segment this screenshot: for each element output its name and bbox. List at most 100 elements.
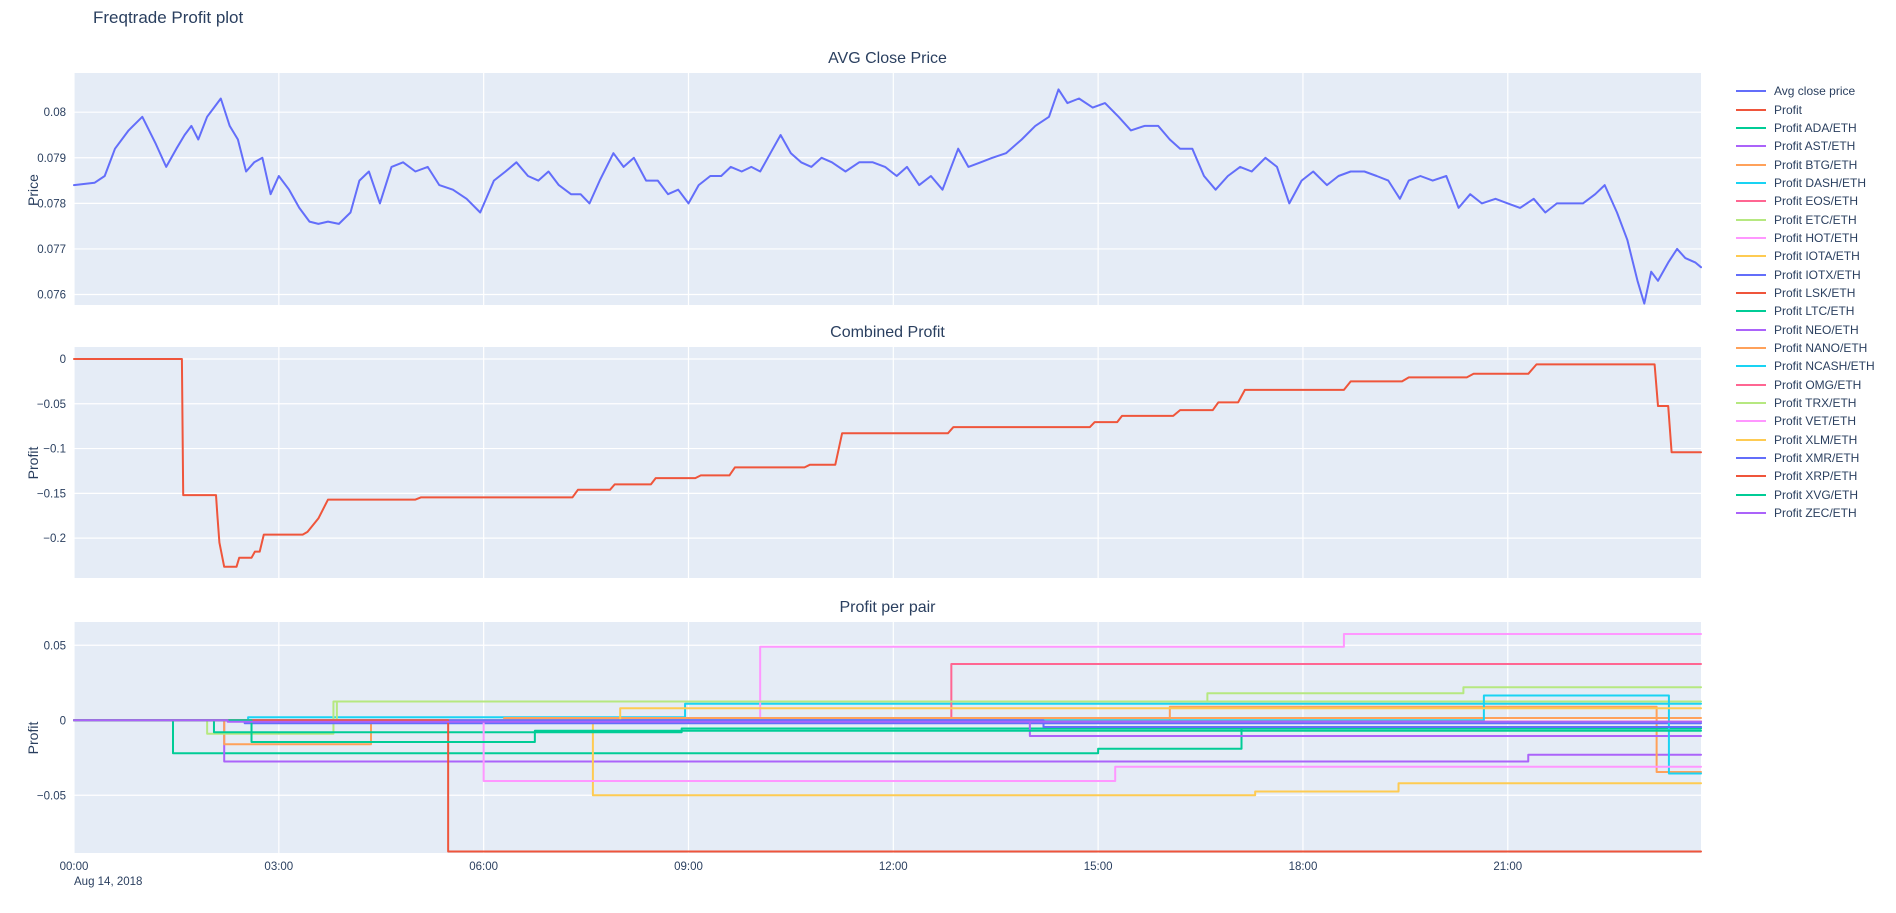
legend-line-swatch [1736,365,1766,368]
plot-background [74,622,1701,853]
legend-line-swatch [1736,493,1766,496]
x-tick-label: 06:00 [469,861,498,873]
legend-item-label: Profit XMR/ETH [1774,451,1860,466]
legend-line-swatch [1736,255,1766,258]
series-profit-xrp-eth[interactable] [73,719,1702,853]
legend-item-profit-etc-eth[interactable]: Profit ETC/ETH [1736,210,1875,228]
legend-item-label: Profit IOTX/ETH [1774,267,1861,282]
legend-item-profit-vet-eth[interactable]: Profit VET/ETH [1736,412,1875,430]
y-tick-label: 0.077 [37,244,66,256]
legend-item-label: Profit ADA/ETH [1774,120,1857,135]
y-tick-label: 0.08 [44,107,66,119]
legend-line-swatch [1736,291,1766,294]
y-tick-label: −0.05 [37,790,66,802]
y-tick-label: −0.1 [43,444,66,456]
legend-item-profit-trx-eth[interactable]: Profit TRX/ETH [1736,394,1875,412]
legend-item-label: Profit NANO/ETH [1774,340,1868,355]
legend-item-label: Profit HOT/ETH [1774,230,1859,245]
y-tick-label: −0.05 [37,399,66,411]
legend-item-profit-omg-eth[interactable]: Profit OMG/ETH [1736,376,1875,394]
legend-item-label: Profit BTG/ETH [1774,157,1858,172]
x-tick-label: 15:00 [1084,861,1113,873]
legend-item-label: Avg close price [1774,84,1856,99]
legend-line-swatch [1736,181,1766,184]
legend-item-profit-neo-eth[interactable]: Profit NEO/ETH [1736,320,1875,338]
series-profit-ncash-eth[interactable] [73,694,1702,775]
legend-item-label: Profit NEO/ETH [1774,322,1859,337]
x-tick-label: 18:00 [1289,861,1318,873]
legend-line-swatch [1736,310,1766,313]
legend-item-profit-ncash-eth[interactable]: Profit NCASH/ETH [1736,357,1875,375]
legend-item-profit-iota-eth[interactable]: Profit IOTA/ETH [1736,247,1875,265]
legend-item-profit-xlm-eth[interactable]: Profit XLM/ETH [1736,431,1875,449]
series-profit-trx-eth[interactable] [73,686,1702,722]
legend-item-profit-dash-eth[interactable]: Profit DASH/ETH [1736,174,1875,192]
x-tick-label: 12:00 [879,861,908,873]
legend-line-swatch [1736,475,1766,478]
legend-item-profit-lsk-eth[interactable]: Profit LSK/ETH [1736,284,1875,302]
legend-item-profit-ada-eth[interactable]: Profit ADA/ETH [1736,119,1875,137]
legend-item-avg-close-price[interactable]: Avg close price [1736,82,1875,100]
legend-item-profit-btg-eth[interactable]: Profit BTG/ETH [1736,155,1875,173]
legend-item-profit-eos-eth[interactable]: Profit EOS/ETH [1736,192,1875,210]
series-profit-xmr-eth[interactable] [73,719,1702,728]
series-profit-zec-eth[interactable] [73,719,1702,723]
legend-line-swatch [1736,200,1766,203]
subplot-avg-close-price: 0.08 0.079 0.078 0.077 0.076 [37,73,1702,305]
y-tick-label: 0 [60,354,66,366]
legend-line-swatch [1736,383,1766,386]
legend-line-swatch [1736,438,1766,441]
y-tick-label: 0.076 [37,290,66,302]
y-tick-label: −0.2 [43,533,66,545]
legend-line-swatch [1736,108,1766,111]
plot-background [74,347,1701,578]
legend-item-profit-hot-eth[interactable]: Profit HOT/ETH [1736,229,1875,247]
x-axis-date-label: Aug 14, 2018 [74,876,143,888]
subplot-combined-profit: 0 −0.05 −0.1 −0.15 −0.2 [37,347,1702,578]
y-tick-label: 0.05 [44,640,66,652]
legend-item-profit-iotx-eth[interactable]: Profit IOTX/ETH [1736,265,1875,283]
legend-line-swatch [1736,512,1766,515]
legend-line-swatch [1736,420,1766,423]
legend-item-profit-xvg-eth[interactable]: Profit XVG/ETH [1736,486,1875,504]
series-profit[interactable] [73,358,1702,568]
legend-item-label: Profit IOTA/ETH [1774,249,1860,264]
page-title: Freqtrade Profit plot [93,8,244,27]
legend-item-profit-xrp-eth[interactable]: Profit XRP/ETH [1736,467,1875,485]
legend-item-label: Profit OMG/ETH [1774,377,1862,392]
legend-item-label: Profit [1774,102,1803,117]
legend-line-swatch [1736,163,1766,166]
legend-item-label: Profit EOS/ETH [1774,194,1859,209]
subplot-title-avg-close-price: AVG Close Price [828,50,947,67]
series-avg-close-price[interactable] [73,88,1702,305]
legend-item-label: Profit XVG/ETH [1774,487,1859,502]
plot-background [74,73,1701,305]
legend-line-swatch [1736,145,1766,148]
legend-line-swatch [1736,346,1766,349]
legend-item-profit-xmr-eth[interactable]: Profit XMR/ETH [1736,449,1875,467]
legend-line-swatch [1736,457,1766,460]
legend-line-swatch [1736,126,1766,129]
legend-item-label: Profit LTC/ETH [1774,304,1855,319]
legend-line-swatch [1736,218,1766,221]
legend-item-profit-zec-eth[interactable]: Profit ZEC/ETH [1736,504,1875,522]
x-tick-label: 00:00 [60,861,89,873]
legend-item-profit[interactable]: Profit [1736,100,1875,118]
x-tick-label: 03:00 [264,861,293,873]
legend-item-label: Profit VET/ETH [1774,414,1857,429]
legend-item-label: Profit XRP/ETH [1774,469,1858,484]
legend-item-profit-ltc-eth[interactable]: Profit LTC/ETH [1736,302,1875,320]
legend-item-label: Profit XLM/ETH [1774,432,1858,447]
legend-item-profit-ast-eth[interactable]: Profit AST/ETH [1736,137,1875,155]
legend-item-label: Profit ETC/ETH [1774,212,1857,227]
subplot-title-combined-profit: Combined Profit [830,324,945,341]
legend: Avg close price Profit Profit ADA/ETH Profi… [1736,82,1875,522]
y-tick-label: 0 [60,715,66,727]
subplot-profit-per-pair: 0.05 0 −0.05 [37,622,1702,853]
legend-item-label: Profit TRX/ETH [1774,396,1857,411]
legend-item-profit-nano-eth[interactable]: Profit NANO/ETH [1736,339,1875,357]
y-tick-label: 0.079 [37,153,66,165]
legend-item-label: Profit NCASH/ETH [1774,359,1875,374]
